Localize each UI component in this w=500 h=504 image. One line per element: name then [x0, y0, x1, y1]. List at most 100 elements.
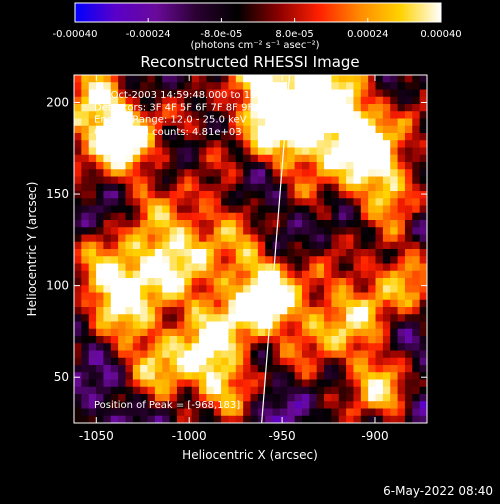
heatmap-cell [346, 372, 355, 381]
heatmap-cell [331, 408, 340, 417]
heatmap-cell [96, 350, 105, 359]
heatmap-cell [243, 357, 252, 366]
heatmap-cell [316, 104, 325, 112]
heatmap-cell [390, 198, 399, 207]
heatmap-cell [397, 241, 406, 250]
heatmap-cell [199, 212, 207, 221]
heatmap-cell [125, 205, 134, 214]
heatmap-cell [243, 270, 252, 279]
heatmap-cell [419, 394, 427, 402]
heatmap-cell [382, 350, 391, 359]
heatmap-cell [110, 147, 119, 156]
heatmap-cell [74, 220, 82, 228]
heatmap-cell [154, 357, 163, 366]
heatmap-cell [272, 140, 281, 149]
heatmap-cell [169, 169, 178, 178]
heatmap-cell [110, 401, 119, 410]
heatmap-cell [199, 118, 207, 127]
heatmap-cell [368, 292, 377, 301]
heatmap-cell [191, 183, 200, 192]
heatmap-cell [301, 328, 310, 337]
heatmap-cell [257, 234, 266, 243]
heatmap-cell [294, 256, 303, 265]
heatmap-cell [412, 96, 421, 105]
heatmap-cell [390, 372, 399, 381]
heatmap-cell [316, 249, 325, 257]
heatmap-cell [353, 249, 362, 257]
heatmap-cell [368, 118, 377, 127]
heatmap-cell [103, 292, 112, 301]
heatmap-cell [221, 365, 230, 373]
heatmap-cell [110, 314, 119, 323]
heatmap-cell [140, 365, 149, 373]
heatmap-cell [272, 125, 281, 134]
heatmap-cell [118, 176, 127, 185]
heatmap-cell [316, 394, 325, 402]
heatmap-cell [74, 386, 82, 395]
heatmap-cell [272, 299, 281, 308]
heatmap-cell [96, 307, 105, 315]
heatmap-cell [382, 212, 391, 221]
heatmap-cell [301, 89, 310, 98]
heatmap-cell [154, 401, 163, 410]
heatmap-cell [169, 241, 178, 250]
heatmap-cell [257, 104, 266, 112]
heatmap-cell [243, 111, 252, 120]
heatmap-cell [294, 408, 303, 417]
heatmap-cell [176, 372, 185, 381]
heatmap-cell [368, 227, 377, 236]
heatmap-cell [213, 96, 222, 105]
heatmap-cell [118, 212, 127, 221]
heatmap-cell [404, 365, 413, 373]
heatmap-cell [338, 75, 347, 83]
heatmap-cell [147, 89, 156, 98]
heatmap-cell [390, 328, 399, 337]
heatmap-cell [154, 372, 163, 381]
heatmap-cell [213, 125, 222, 134]
heatmap-cell [184, 234, 193, 243]
heatmap-cell [132, 343, 141, 352]
heatmap-cell [221, 82, 230, 91]
heatmap-cell [360, 394, 369, 402]
heatmap-cell [132, 415, 141, 423]
heatmap-cell [213, 350, 222, 359]
heatmap-cell [110, 125, 119, 134]
heatmap-cell [419, 75, 427, 83]
heatmap-cell [397, 176, 406, 185]
heatmap-cell [140, 372, 149, 381]
heatmap-cell [199, 343, 207, 352]
heatmap-cell [147, 198, 156, 207]
heatmap-cell [353, 386, 362, 395]
heatmap-cell [213, 285, 222, 294]
heatmap-cell [213, 162, 222, 170]
heatmap-cell [213, 183, 222, 192]
heatmap-cell [287, 162, 296, 170]
heatmap-cell [338, 82, 347, 91]
heatmap-cell [419, 82, 427, 91]
heatmap-cell [125, 285, 134, 294]
heatmap-cell [96, 343, 105, 352]
heatmap-cell [132, 278, 141, 286]
heatmap-cell [250, 357, 259, 366]
heatmap-cell [360, 220, 369, 228]
heatmap-cell [412, 386, 421, 395]
heatmap-cell [96, 328, 105, 337]
heatmap-cell [74, 394, 82, 402]
heatmap-cell [176, 234, 185, 243]
heatmap-cell [346, 140, 355, 149]
heatmap-cell [147, 118, 156, 127]
heatmap-cell [397, 336, 406, 344]
heatmap-cell [176, 270, 185, 279]
heatmap-cell [294, 343, 303, 352]
heatmap-cell [287, 212, 296, 221]
heatmap-cell [147, 154, 156, 163]
heatmap-cell [338, 365, 347, 373]
heatmap-cell [213, 154, 222, 163]
heatmap-cell [368, 343, 377, 352]
heatmap-cell [382, 379, 391, 388]
heatmap-cell [221, 125, 230, 134]
heatmap-cell [265, 205, 274, 214]
heatmap-cell [213, 147, 222, 156]
heatmap-cell [412, 75, 421, 83]
heatmap-cell [338, 212, 347, 221]
